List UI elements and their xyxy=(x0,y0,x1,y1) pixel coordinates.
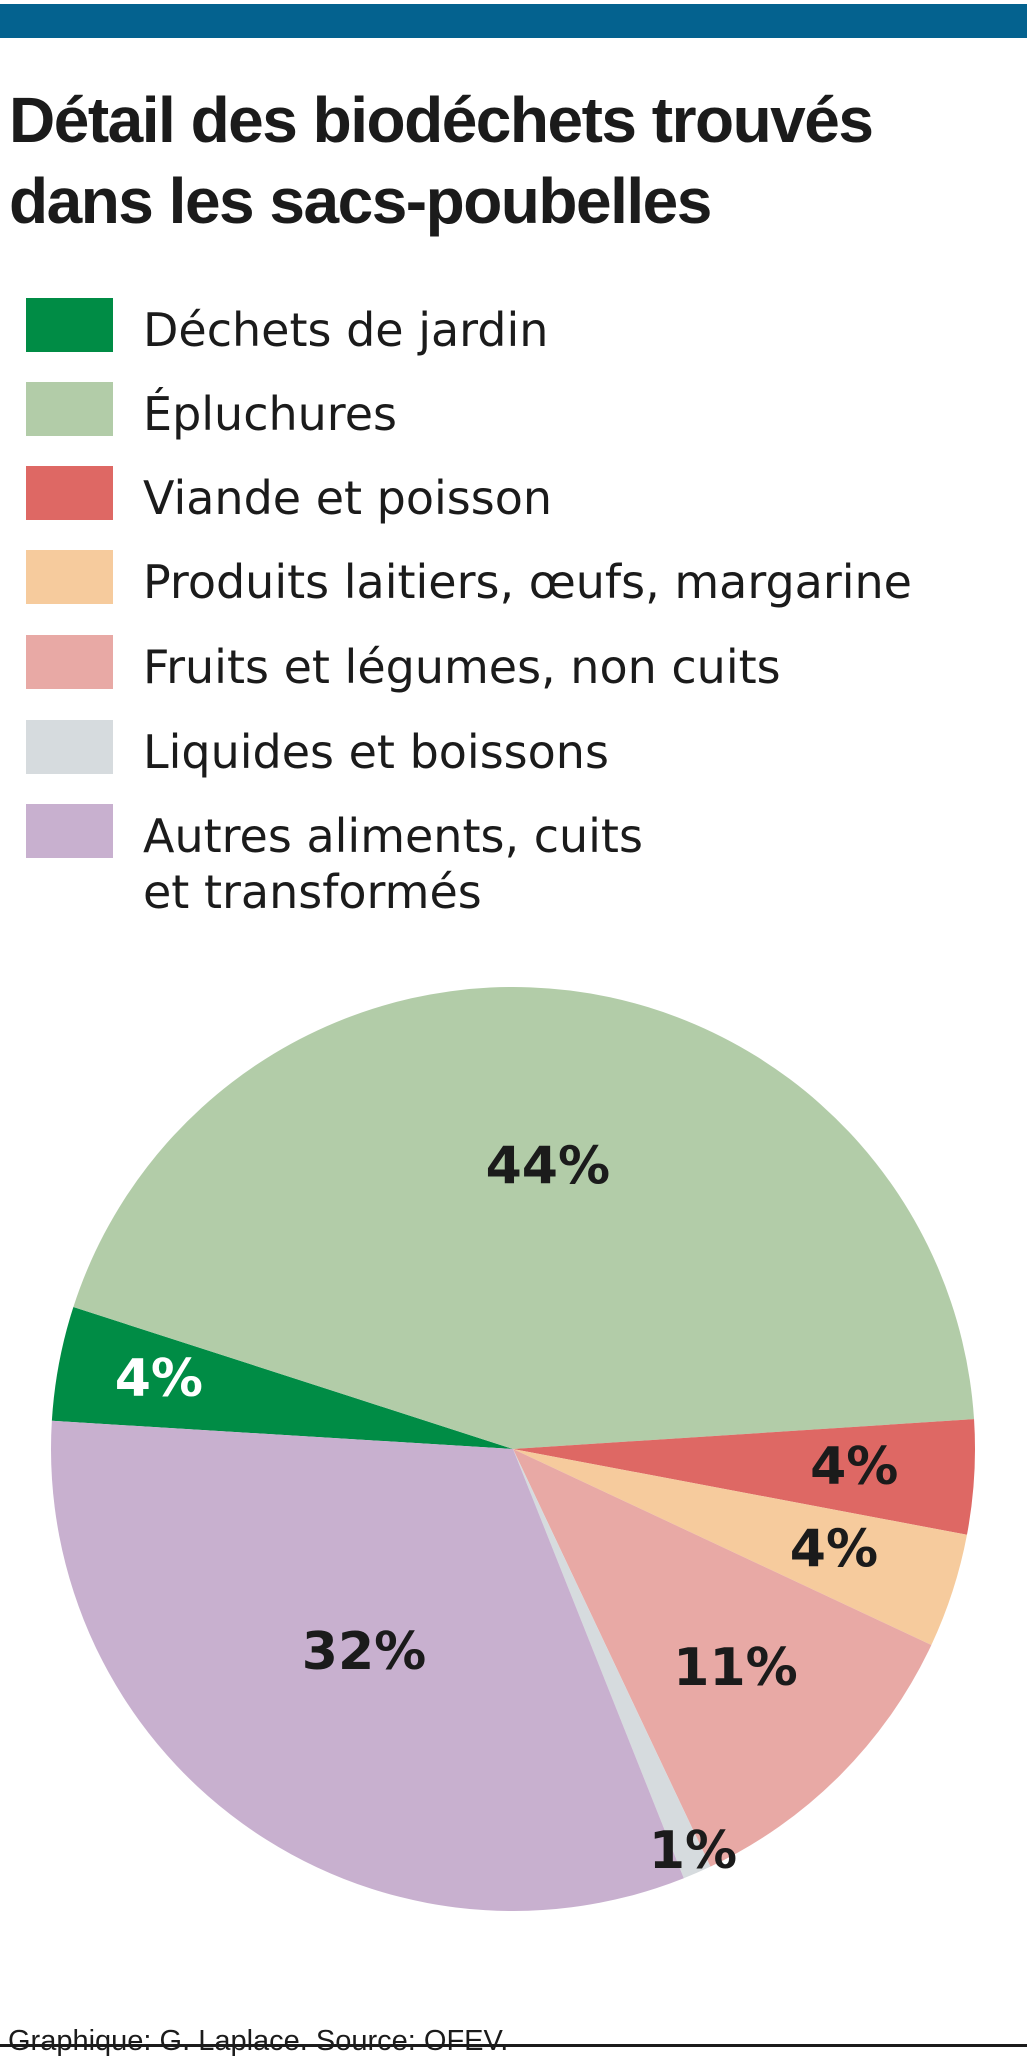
slice-value-label: 1% xyxy=(649,1821,737,1881)
bottom-rule xyxy=(0,2044,1027,2047)
legend-label: Viande et poisson xyxy=(143,471,553,525)
pie-slice xyxy=(51,1307,513,1449)
slice-value-label: 32% xyxy=(302,1622,426,1682)
legend-label: Épluchures xyxy=(143,387,397,441)
legend-label: Déchets de jardin xyxy=(143,303,549,357)
source-credit: Graphique: G. Laplace. Source: OFEV. xyxy=(8,2025,509,2057)
top-accent-bar xyxy=(0,4,1027,38)
legend-swatch xyxy=(26,804,113,858)
pie-slice xyxy=(513,1449,711,1879)
legend-swatch xyxy=(26,466,113,520)
legend-swatch xyxy=(26,635,113,689)
chart-title: Détail des biodéchets trouvés dans les s… xyxy=(9,84,874,237)
legend-label: Liquides et boissons xyxy=(143,725,609,779)
slice-value-label: 4% xyxy=(115,1349,203,1409)
legend-label: Produits laitiers, œufs, margarine xyxy=(143,555,912,609)
slice-value-label: 4% xyxy=(810,1437,898,1497)
pie-slice xyxy=(73,987,975,1449)
legend-swatch xyxy=(26,298,113,352)
legend-label: Autres aliments, cuits et transformés xyxy=(143,809,643,919)
pie-slice xyxy=(513,1419,975,1535)
legend-swatch xyxy=(26,382,113,436)
pie-slice xyxy=(50,1420,684,1911)
pie-slice xyxy=(513,1449,967,1645)
slice-value-label: 11% xyxy=(673,1638,797,1698)
legend-swatch xyxy=(26,550,113,604)
legend-swatch xyxy=(26,720,113,774)
slice-value-label: 4% xyxy=(790,1520,878,1580)
pie-chart: 4% 44% 4% 4% 11% 1% 32% xyxy=(50,987,975,1911)
pie-slice xyxy=(513,1449,932,1867)
legend-label: Fruits et légumes, non cuits xyxy=(143,640,781,694)
slice-value-label: 44% xyxy=(486,1136,610,1196)
